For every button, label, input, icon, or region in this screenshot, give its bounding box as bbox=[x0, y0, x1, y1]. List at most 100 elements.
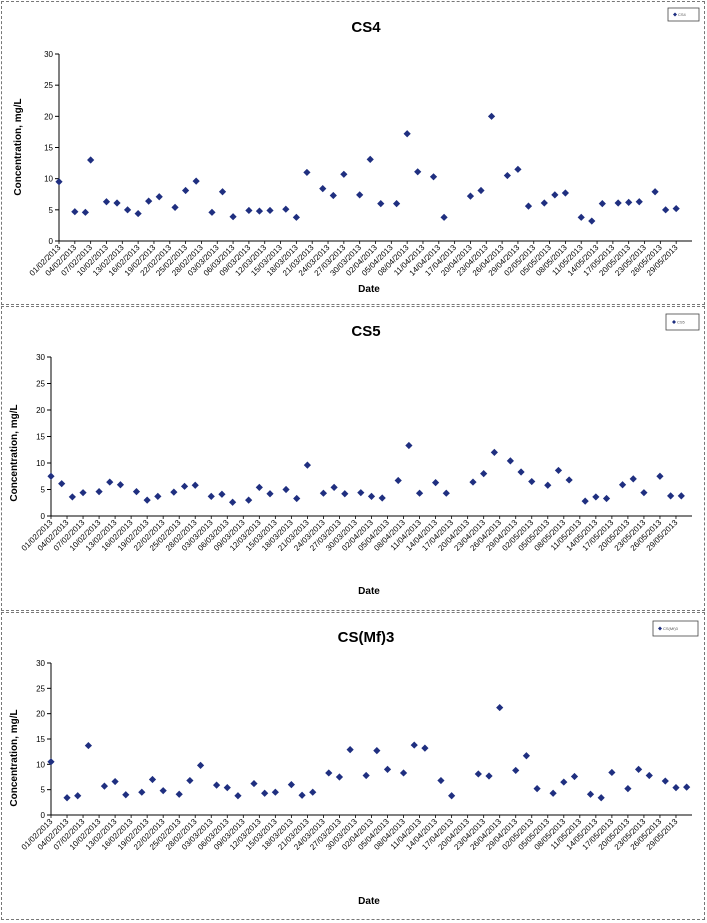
data-point bbox=[180, 482, 189, 490]
data-point bbox=[218, 490, 226, 498]
data-point bbox=[429, 173, 438, 181]
data-point bbox=[255, 483, 263, 491]
data-point bbox=[357, 489, 365, 497]
y-tick-label: 0 bbox=[41, 811, 46, 820]
data-point bbox=[421, 744, 429, 752]
data-point bbox=[266, 490, 274, 498]
y-tick-label: 30 bbox=[44, 50, 53, 59]
data-point bbox=[466, 192, 475, 200]
data-point bbox=[218, 188, 227, 196]
data-point bbox=[255, 207, 264, 215]
data-point bbox=[415, 489, 424, 497]
data-point bbox=[196, 761, 205, 769]
y-tick-label: 25 bbox=[36, 684, 45, 693]
data-point bbox=[448, 792, 456, 800]
data-point bbox=[588, 217, 596, 225]
data-point bbox=[325, 769, 333, 777]
data-point bbox=[159, 787, 167, 795]
data-point bbox=[618, 481, 627, 489]
y-tick-label: 5 bbox=[41, 786, 46, 795]
data-point bbox=[440, 213, 448, 221]
data-point bbox=[245, 206, 253, 215]
data-point bbox=[549, 789, 557, 797]
data-point bbox=[134, 209, 142, 218]
data-point bbox=[95, 488, 103, 496]
data-point bbox=[319, 489, 328, 497]
data-point bbox=[540, 199, 548, 207]
data-point bbox=[55, 178, 63, 186]
data-point bbox=[551, 191, 559, 199]
data-point bbox=[245, 496, 253, 504]
data-point bbox=[145, 197, 153, 205]
data-point bbox=[319, 185, 327, 193]
data-point bbox=[71, 208, 79, 216]
data-point bbox=[586, 790, 595, 798]
data-point bbox=[186, 776, 194, 785]
data-point bbox=[597, 794, 605, 802]
data-point bbox=[477, 186, 485, 195]
data-point bbox=[207, 492, 215, 500]
data-point bbox=[651, 188, 659, 196]
data-point bbox=[329, 191, 337, 200]
data-point bbox=[437, 776, 445, 785]
data-point bbox=[346, 746, 354, 754]
data-point bbox=[399, 769, 408, 777]
y-tick-label: 0 bbox=[41, 512, 46, 521]
chart-title: CS4 bbox=[351, 19, 381, 36]
y-tick-label: 30 bbox=[36, 659, 45, 668]
y-tick-label: 20 bbox=[36, 710, 45, 719]
data-point bbox=[250, 779, 258, 788]
y-tick-label: 10 bbox=[36, 459, 45, 468]
data-point bbox=[47, 472, 55, 480]
data-point bbox=[634, 765, 643, 773]
data-point bbox=[602, 494, 611, 503]
data-point bbox=[191, 481, 199, 489]
chart-panel-csmf3: CS(Mf)3 CS(Mf)3 Concentration, mg/L Date… bbox=[1, 612, 705, 920]
data-point bbox=[212, 781, 221, 789]
y-tick-label: 15 bbox=[36, 433, 45, 442]
legend-marker bbox=[672, 320, 676, 324]
data-point bbox=[148, 775, 157, 784]
data-point bbox=[113, 199, 121, 207]
chart-title: CS(Mf)3 bbox=[338, 629, 395, 646]
y-tick-label: 15 bbox=[44, 144, 53, 153]
data-point bbox=[608, 768, 616, 777]
data-point bbox=[102, 198, 111, 206]
legend-marker bbox=[658, 626, 662, 631]
data-point bbox=[506, 457, 514, 465]
data-point bbox=[192, 177, 200, 185]
data-point bbox=[100, 782, 109, 790]
data-point bbox=[170, 488, 178, 496]
data-point bbox=[292, 213, 300, 221]
data-point bbox=[672, 204, 680, 213]
data-point bbox=[377, 200, 385, 208]
data-point bbox=[356, 191, 364, 199]
data-point bbox=[309, 788, 317, 796]
data-point bbox=[208, 208, 216, 216]
y-tick-label: 5 bbox=[49, 206, 54, 215]
data-point bbox=[496, 703, 504, 712]
data-point bbox=[469, 478, 477, 486]
data-point bbox=[123, 206, 132, 214]
data-point bbox=[474, 770, 482, 778]
y-tick-label: 10 bbox=[44, 175, 53, 184]
data-point bbox=[63, 794, 71, 802]
data-point bbox=[570, 772, 579, 781]
data-point bbox=[234, 792, 242, 800]
data-point bbox=[635, 198, 643, 206]
y-tick-label: 20 bbox=[44, 112, 53, 121]
data-point bbox=[122, 791, 130, 799]
data-point bbox=[154, 492, 162, 500]
data-point bbox=[74, 792, 82, 800]
data-point bbox=[261, 789, 269, 797]
data-point bbox=[229, 498, 237, 506]
data-point bbox=[79, 489, 87, 497]
data-point bbox=[533, 785, 541, 793]
data-point bbox=[677, 492, 685, 500]
x-axis-label: Date bbox=[358, 586, 380, 597]
data-point bbox=[625, 198, 633, 206]
data-point bbox=[442, 489, 450, 497]
data-point bbox=[373, 747, 381, 755]
data-point bbox=[155, 193, 163, 201]
chart-panel-cs5: CS5 CS5 Concentration, mg/L Date 0 5 10 15 2… bbox=[1, 306, 705, 611]
